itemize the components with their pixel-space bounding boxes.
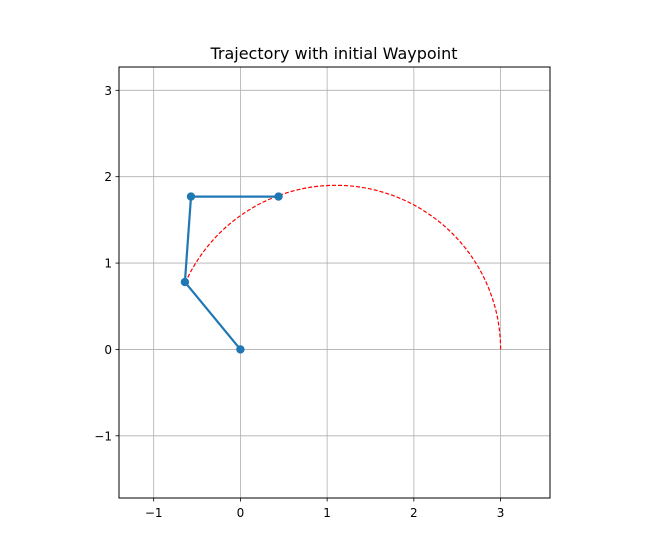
trajectory-line <box>183 195 279 351</box>
y-tick-label: −1 <box>94 429 112 443</box>
x-tick-label: 2 <box>410 506 418 520</box>
waypoint-arc <box>187 184 502 350</box>
chart-title: Trajectory with initial Waypoint <box>209 44 457 63</box>
y-tick-label: 0 <box>104 343 112 357</box>
trajectory-point <box>180 277 190 287</box>
x-tick-label: 0 <box>237 506 245 520</box>
trajectory-point <box>274 192 283 201</box>
y-tick-label: 1 <box>104 257 112 271</box>
axis-ticks: −1 0 1 2 3 −1 0 1 2 3 <box>94 84 504 520</box>
trajectory-point <box>186 192 196 201</box>
y-tick-label: 3 <box>104 84 112 98</box>
x-tick-label: 1 <box>323 506 331 520</box>
axes-frame <box>118 66 551 499</box>
trajectory-point <box>236 345 245 354</box>
y-tick-label: 2 <box>104 170 112 184</box>
x-tick-label: 3 <box>497 506 505 520</box>
x-tick-label: −1 <box>145 506 163 520</box>
series-layer <box>180 184 502 354</box>
grid-lines <box>119 67 550 498</box>
